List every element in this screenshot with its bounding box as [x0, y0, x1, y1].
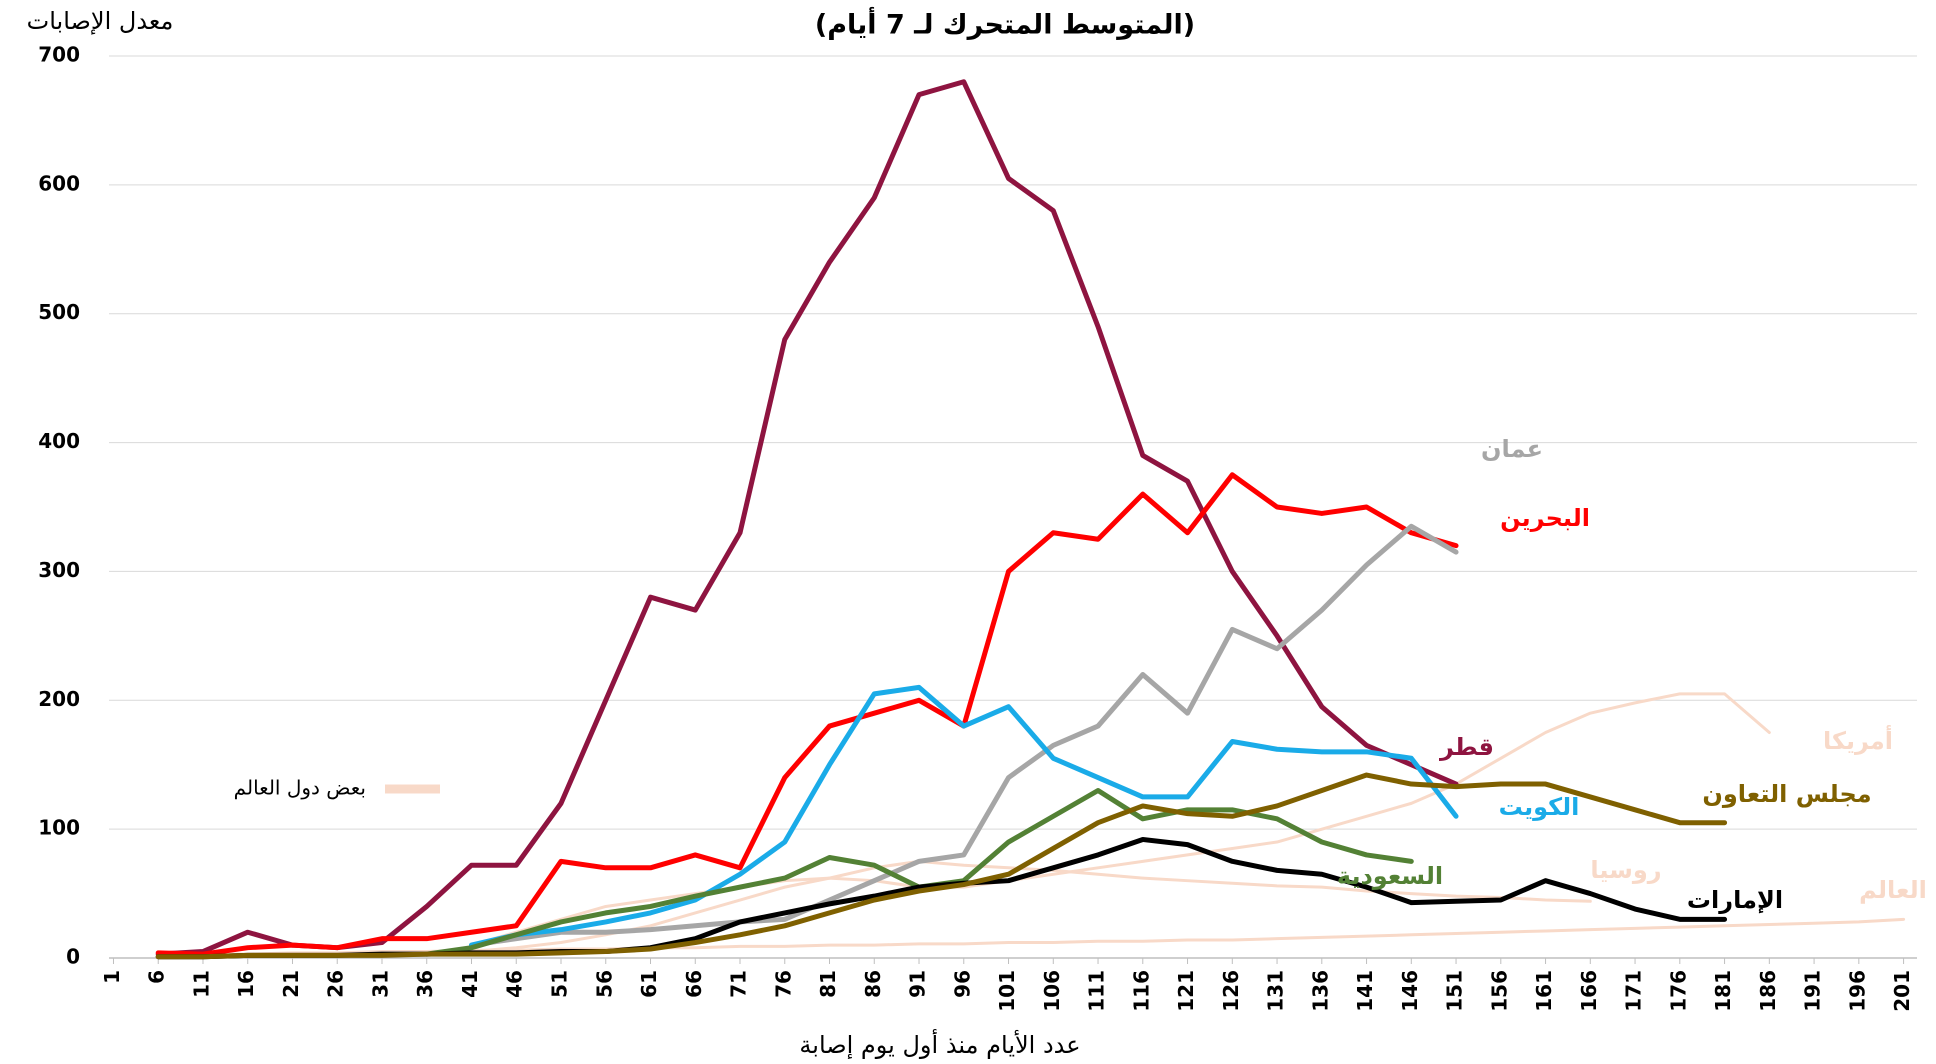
series-label: أمريكا: [1823, 725, 1893, 755]
legend: بعض دول العالم: [234, 776, 440, 800]
x-tick-label: 191: [1801, 970, 1825, 1012]
x-tick-label: 21: [279, 970, 303, 998]
x-tick-label: 201: [1890, 970, 1914, 1012]
series-line: [468, 523, 1459, 948]
y-tick-label: 300: [38, 558, 80, 582]
x-tick-label: 86: [861, 970, 885, 998]
x-tick-label: 56: [592, 970, 616, 998]
x-tick-label: 166: [1577, 970, 1601, 1012]
series-line: [155, 772, 1728, 960]
y-tick-label: 600: [38, 171, 80, 195]
y-axis-label: معدل الإصابات: [27, 7, 174, 35]
x-tick-label: 151: [1443, 970, 1467, 1012]
series-label: الكويت: [1499, 793, 1580, 821]
x-tick-label: 76: [771, 970, 795, 998]
x-tick-label: 116: [1129, 970, 1153, 1012]
chart-title: (المتوسط المتحرك لـ 7 أيام): [815, 7, 1195, 41]
x-tick-label: 101: [995, 970, 1019, 1012]
x-tick-label: 61: [637, 970, 661, 998]
y-tick-label: 200: [38, 687, 80, 711]
series-line: [469, 859, 1592, 954]
x-tick-label: 171: [1622, 970, 1646, 1012]
x-tick-label: 106: [1040, 970, 1064, 1012]
x-tick-label: 26: [324, 970, 348, 998]
x-tick-label: 136: [1308, 970, 1332, 1012]
x-tick-label: 131: [1264, 970, 1288, 1012]
x-tick-label: 96: [950, 970, 974, 998]
x-axis-label: عدد الأيام منذ أول يوم إصابة: [799, 1029, 1080, 1060]
x-tick-label: 41: [458, 970, 482, 998]
x-tick-label: 31: [368, 970, 392, 998]
y-tick-label: 100: [38, 816, 80, 840]
series-label: العالم: [1859, 876, 1927, 904]
x-tick-label: 81: [816, 970, 840, 998]
series-line: [155, 472, 1459, 957]
x-tick-label: 176: [1666, 970, 1690, 1012]
series-label: مجلس التعاون: [1702, 780, 1871, 808]
x-tick-label: 91: [906, 970, 930, 998]
x-tick-label: 66: [682, 970, 706, 998]
x-tick-label: 36: [413, 970, 437, 998]
x-tick-label: 196: [1845, 970, 1869, 1012]
series-label: عمان: [1481, 435, 1543, 463]
series-label: قطر: [1439, 733, 1494, 761]
x-tick-label: 16: [234, 970, 258, 998]
x-tick-label: 156: [1487, 970, 1511, 1012]
y-tick-label: 400: [38, 429, 80, 453]
x-tick-label: 1: [100, 970, 124, 984]
legend-label: بعض دول العالم: [234, 776, 366, 800]
x-tick-label: 141: [1353, 970, 1377, 1012]
y-tick-label: 700: [38, 43, 80, 67]
x-tick-label: 111: [1085, 970, 1109, 1012]
series-line: [468, 684, 1459, 948]
x-tick-label: 46: [503, 970, 527, 998]
series-line: [469, 692, 1771, 947]
y-tick-label: 0: [66, 945, 80, 969]
x-tick-label: 121: [1174, 970, 1198, 1012]
series-label: السعودية: [1337, 862, 1443, 890]
x-tick-label: 126: [1219, 970, 1243, 1012]
series-label: البحرين: [1500, 504, 1590, 532]
x-tick-label: 181: [1711, 970, 1735, 1012]
series-label: الإمارات: [1687, 886, 1783, 914]
x-tick-label: 146: [1398, 970, 1422, 1012]
series-line: [155, 79, 1459, 957]
x-tick-label: 186: [1756, 970, 1780, 1012]
x-tick-label: 71: [727, 970, 751, 998]
series-label: روسيا: [1590, 856, 1661, 884]
y-tick-label: 500: [38, 300, 80, 324]
x-tick-label: 51: [548, 970, 572, 998]
x-tick-label: 6: [145, 970, 169, 984]
x-tick-label: 11: [189, 970, 213, 998]
x-tick-label: 161: [1532, 970, 1556, 1012]
